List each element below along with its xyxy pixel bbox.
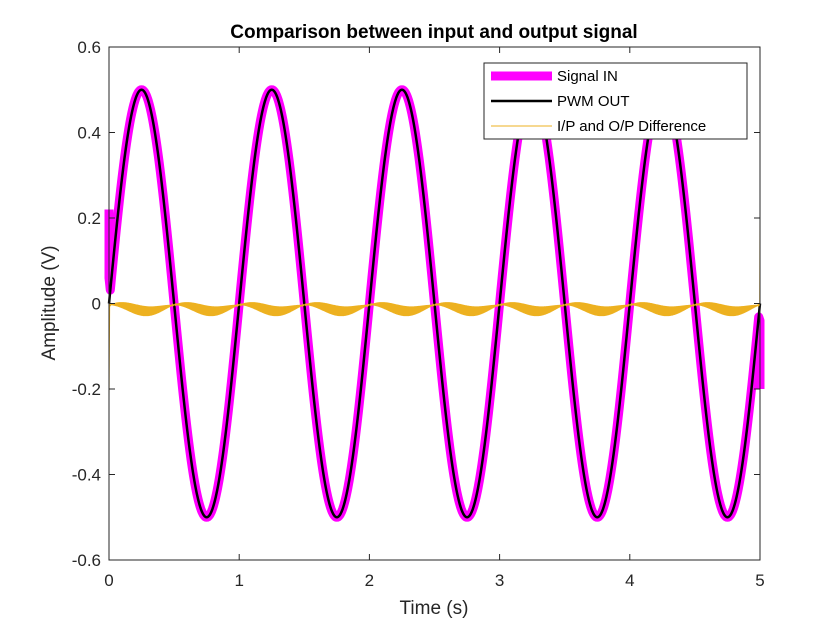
x-tick-label: 2 — [365, 571, 374, 590]
y-axis-label: Amplitude (V) — [39, 245, 60, 360]
x-tick-label: 3 — [495, 571, 504, 590]
difference-line — [108, 217, 761, 398]
y-tick-label: -0.6 — [72, 551, 101, 570]
y-tick-label: -0.2 — [72, 380, 101, 399]
x-axis: 0 1 2 3 4 5 — [104, 47, 765, 590]
legend-label-difference: I/P and O/P Difference — [557, 118, 706, 135]
x-tick-label: 1 — [234, 571, 243, 590]
x-tick-label: 5 — [755, 571, 764, 590]
legend-label-pwm-out: PWM OUT — [557, 93, 630, 110]
y-axis: -0.6 -0.4 -0.2 0 0.2 0.4 0.6 — [72, 38, 760, 570]
x-axis-label: Time (s) — [400, 598, 469, 619]
legend[interactable]: Signal IN PWM OUT I/P and O/P Difference — [483, 62, 748, 140]
y-tick-label: 0.2 — [77, 209, 101, 228]
y-tick-label: 0.4 — [77, 124, 101, 143]
legend-label-signal-in: Signal IN — [557, 68, 618, 85]
y-tick-label: 0.6 — [77, 38, 101, 57]
y-tick-label: 0 — [92, 295, 101, 314]
x-tick-label: 0 — [104, 571, 113, 590]
chart-title: Comparison between input and output sign… — [230, 22, 637, 43]
y-tick-label: -0.4 — [72, 466, 101, 485]
x-tick-label: 4 — [625, 571, 634, 590]
